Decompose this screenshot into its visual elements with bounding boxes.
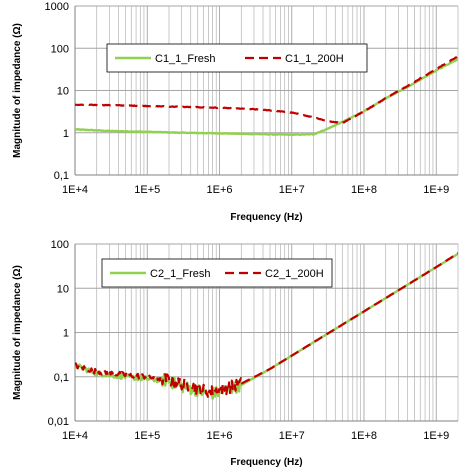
y-axis-label: Magnitude of impedance (Ω) xyxy=(12,23,23,158)
x-axis-label: Frequency (Hz) xyxy=(230,457,302,468)
series-group xyxy=(75,252,458,400)
legend-label: C2_1_200H xyxy=(265,268,324,280)
y-tick-label: 100 xyxy=(51,43,69,55)
x-tick-label: 1E+4 xyxy=(62,184,88,196)
y-tick-label: 10 xyxy=(57,86,69,98)
x-tick-label: 1E+8 xyxy=(351,430,377,442)
x-tick-label: 1E+7 xyxy=(279,184,305,196)
x-tick-label: 1E+6 xyxy=(207,430,233,442)
x-tick-label: 1E+4 xyxy=(62,430,88,442)
y-axis-label: Magnitude of impedance (Ω) xyxy=(12,265,23,400)
y-tick-label: 0,01 xyxy=(48,416,69,428)
x-tick-label: 1E+5 xyxy=(134,184,160,196)
legend: C1_1_Fresh C1_1_200H xyxy=(106,43,368,73)
y-tick-label: 1 xyxy=(63,128,69,140)
legend: C2_1_Fresh C2_1_200H xyxy=(101,258,333,288)
y-tick-label: 10 xyxy=(57,283,69,295)
y-tick-label: 1000 xyxy=(45,1,69,13)
x-tick-label: 1E+5 xyxy=(134,430,160,442)
x-tick-label: 1E+7 xyxy=(279,430,305,442)
legend-label: C2_1_Fresh xyxy=(150,268,211,280)
legend-label: C1_1_Fresh xyxy=(155,53,216,65)
x-tick-label: 1E+9 xyxy=(423,430,449,442)
x-tick-label: 1E+9 xyxy=(423,184,449,196)
y-tick-label: 1 xyxy=(63,328,69,340)
x-tick-label: 1E+6 xyxy=(207,184,233,196)
x-axis-label: Frequency (Hz) xyxy=(230,212,302,223)
y-tick-label: 0,1 xyxy=(54,170,69,182)
y-tick-label: 100 xyxy=(51,239,69,251)
series-group xyxy=(75,54,458,137)
chart-1: 1E+4 1E+5 1E+6 1E+7 1E+8 1E+9 0,1 1 10 100 1000 Fre… xyxy=(12,1,459,223)
series-line-C2_1_200H xyxy=(75,252,458,399)
x-tick-label: 1E+8 xyxy=(351,184,377,196)
legend-label: C1_1_200H xyxy=(285,53,344,65)
y-tick-label: 0,1 xyxy=(54,372,69,384)
series-line-C1_1_200H xyxy=(75,54,458,125)
chart-2: 1E+4 1E+5 1E+6 1E+7 1E+8 1E+9 0,01 0,1 1 10 100 Fre… xyxy=(12,239,459,468)
